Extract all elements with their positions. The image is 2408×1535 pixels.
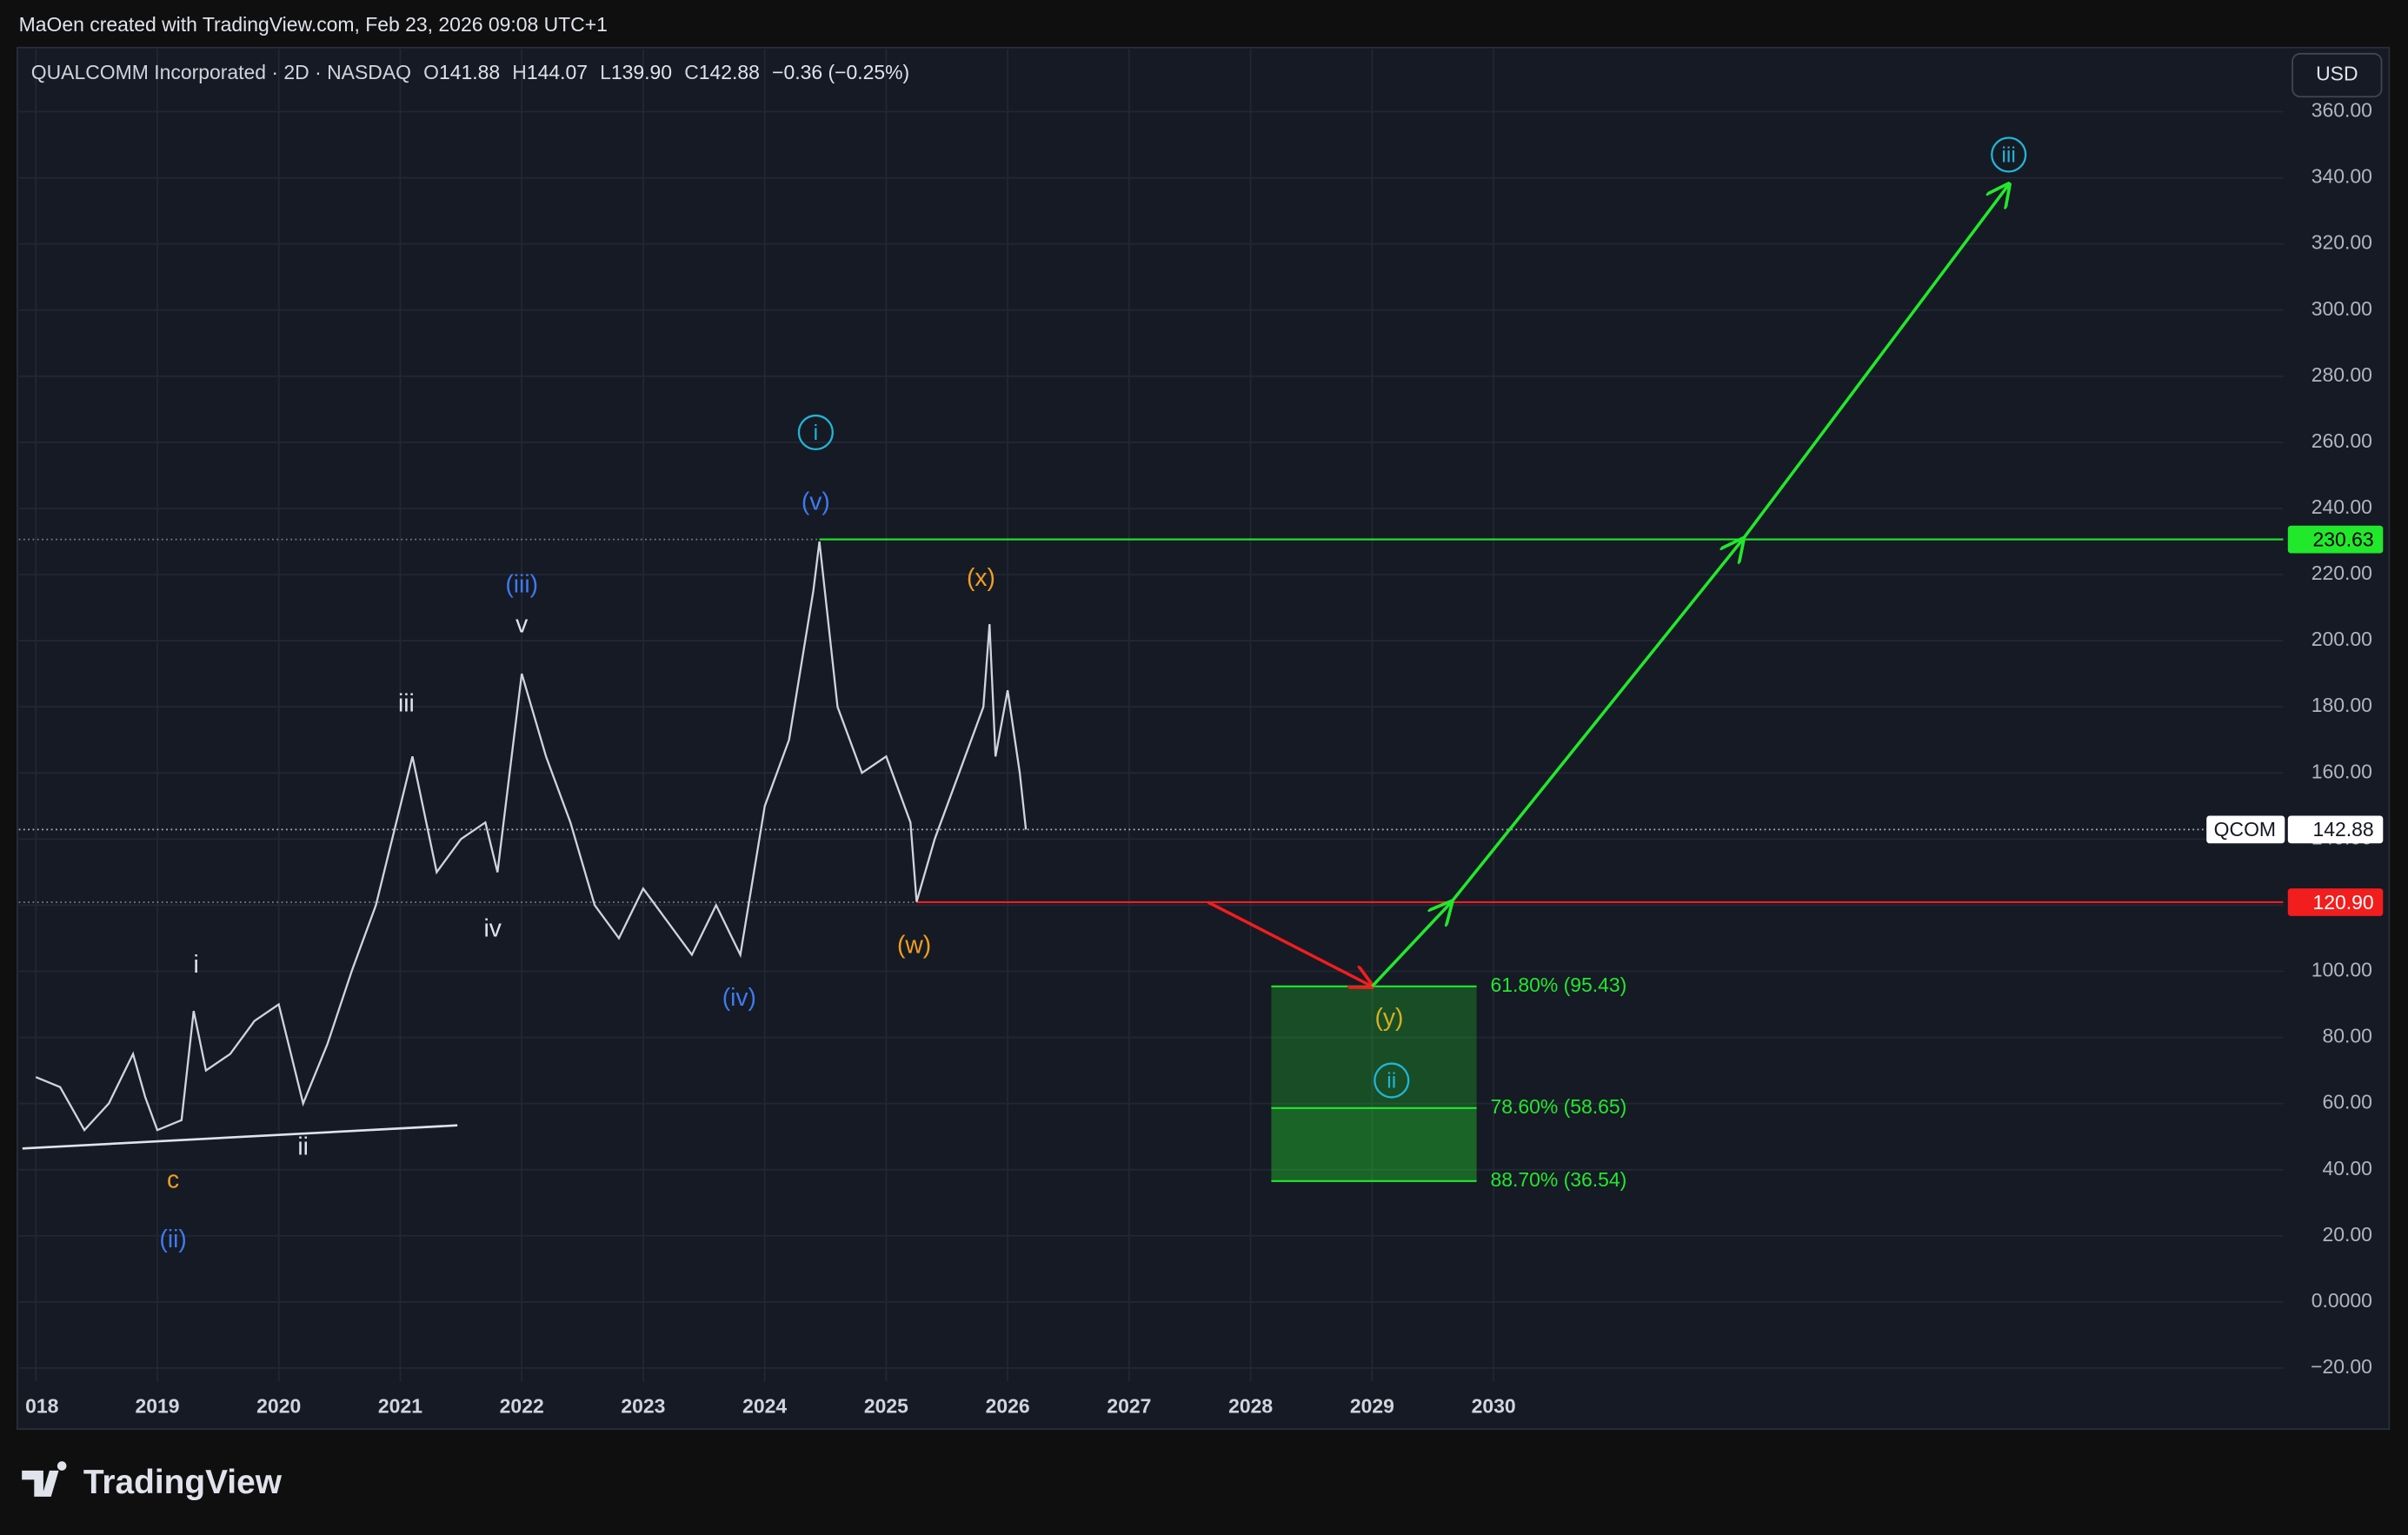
- symbol-tag-label: QCOM: [2214, 818, 2276, 841]
- y-tick-label: 260.00: [2312, 429, 2372, 452]
- wave-label: v: [516, 609, 529, 637]
- legend-item: H: [512, 61, 527, 83]
- wave-label: iv: [483, 914, 502, 941]
- wave-label: (y): [1374, 1003, 1403, 1031]
- header: MaOen created with TradingView.com, Feb …: [19, 13, 608, 36]
- y-tick-label: 20.00: [2323, 1223, 2372, 1246]
- wave-label: iii: [398, 689, 415, 717]
- legend-item: C: [684, 61, 699, 83]
- legend-item: O: [423, 61, 439, 83]
- fib-label: 88.70% (36.54): [1490, 1168, 1626, 1191]
- x-tick-label: 2030: [1472, 1394, 1516, 1417]
- y-tick-label: 240.00: [2312, 495, 2372, 518]
- x-tick-label: 2029: [1350, 1394, 1394, 1417]
- price-tag-label: 230.63: [2313, 528, 2374, 550]
- wave-label: ii: [1387, 1069, 1396, 1093]
- arrow: [1371, 184, 2008, 988]
- fib-label: 61.80% (95.43): [1490, 973, 1626, 996]
- y-tick-label: 320.00: [2312, 231, 2372, 254]
- wave-circle: [1991, 136, 2027, 173]
- y-tick-label: −20.00: [2311, 1355, 2372, 1378]
- x-tick-label: 2020: [256, 1394, 301, 1417]
- wave-label: i: [194, 950, 199, 978]
- fib-zone: [1271, 986, 1477, 1181]
- wave-circle: [797, 414, 834, 451]
- y-tick-label: 300.00: [2312, 297, 2372, 320]
- wave-label: (iv): [722, 983, 756, 1011]
- legend: QUALCOMM Incorporated · 2D · NASDAQ O141.…: [31, 61, 909, 83]
- symbol-tag: [2206, 815, 2285, 844]
- fib-label: 78.60% (58.65): [1490, 1095, 1626, 1118]
- price-tag: [2287, 888, 2384, 916]
- arrow: [1207, 900, 1373, 987]
- y-tick-label: 60.00: [2323, 1091, 2372, 1113]
- wave-label: (ii): [159, 1225, 186, 1253]
- x-tick-label: 2023: [621, 1394, 665, 1417]
- price-tag-label: 120.90: [2313, 891, 2374, 914]
- legend-item: 141.88: [439, 61, 500, 83]
- legend-item: −0.36 (−0.25%): [772, 61, 909, 83]
- y-tick-label: 40.00: [2323, 1157, 2372, 1179]
- x-tick-label: 2026: [986, 1394, 1030, 1417]
- fib-zone-lower: [1271, 1107, 1477, 1181]
- x-tick-label: 2024: [742, 1394, 787, 1417]
- wave-label: (v): [802, 488, 830, 515]
- y-tick-label: 360.00: [2312, 99, 2372, 122]
- y-tick-label: 200.00: [2312, 628, 2372, 650]
- legend-item: 139.90: [611, 61, 672, 83]
- price-tag: [2287, 525, 2384, 554]
- x-tick-label: 2022: [500, 1394, 544, 1417]
- currency-button[interactable]: [2292, 52, 2383, 98]
- wave-label: i: [814, 422, 819, 445]
- y-tick-label: 340.00: [2312, 165, 2372, 188]
- y-tick-label: 100.00: [2312, 959, 2372, 981]
- y-tick-label: 160.00: [2312, 760, 2372, 782]
- x-tick-label: 2019: [135, 1394, 179, 1417]
- legend-item: QUALCOMM Incorporated · 2D · NASDAQ: [31, 61, 411, 83]
- y-tick-label: 180.00: [2312, 694, 2372, 716]
- tradingview-logo: TradingView: [22, 1461, 283, 1501]
- y-tick-label: 280.00: [2312, 363, 2372, 386]
- price-line: [35, 541, 1028, 1133]
- wave-label: (x): [967, 563, 995, 591]
- wave-label: (w): [897, 930, 931, 958]
- wave-label: iii: [2001, 143, 2015, 167]
- y-tick-label: 80.00: [2323, 1025, 2372, 1047]
- trendline: [22, 1124, 458, 1150]
- currency: USD: [2316, 63, 2358, 85]
- x-tick-label: 2028: [1228, 1394, 1273, 1417]
- x-tick-label: 2025: [864, 1394, 908, 1417]
- legend-item: 144.07: [527, 61, 588, 83]
- wave-label: ii: [297, 1132, 309, 1160]
- wave-circle: [1374, 1062, 1410, 1099]
- x-tick-label: 2027: [1107, 1394, 1151, 1417]
- x-tick-label: 018: [25, 1394, 59, 1417]
- price-tag-label: 142.88: [2313, 818, 2374, 841]
- price-tag: [2287, 815, 2384, 844]
- chart-pane: [16, 46, 2391, 1431]
- wave-label: c: [167, 1165, 179, 1193]
- y-tick-label: 220.00: [2312, 562, 2372, 584]
- x-tick-label: 2021: [378, 1394, 422, 1417]
- legend-item: L: [600, 61, 611, 83]
- y-tick-label: 0.0000: [2312, 1289, 2372, 1312]
- wave-label: (iii): [505, 570, 538, 598]
- legend-item: 142.88: [699, 61, 760, 83]
- footer-logo-text: TradingView: [83, 1464, 283, 1501]
